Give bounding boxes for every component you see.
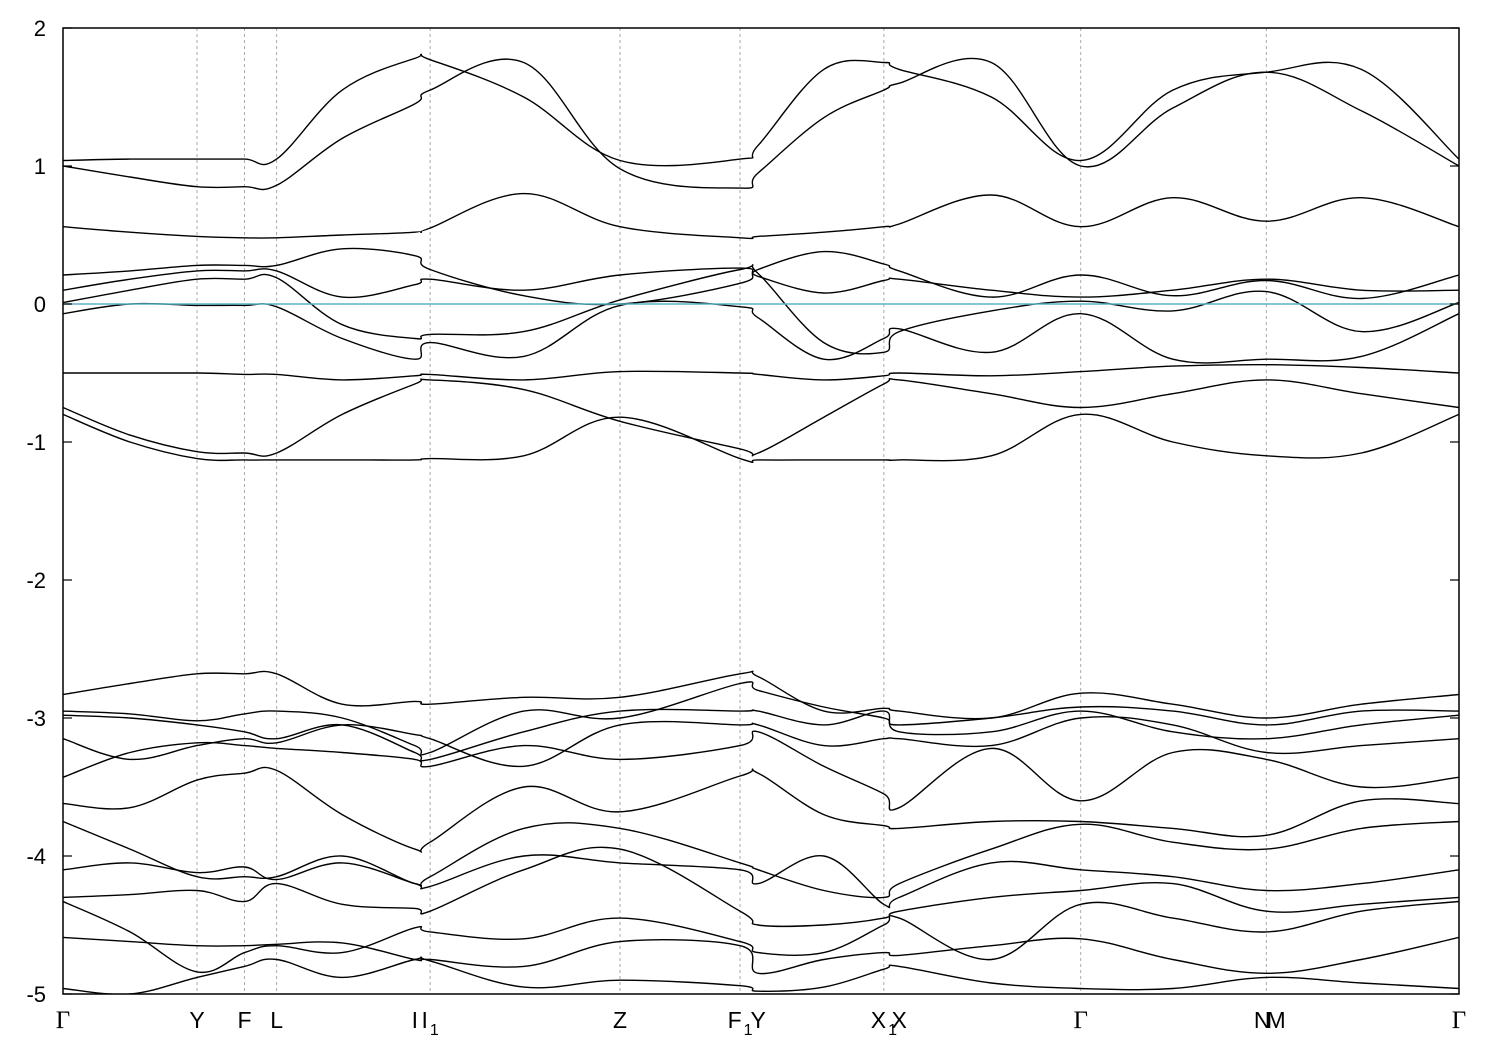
y-tick-label-1: 1	[34, 154, 46, 179]
k-point-label-3: L	[270, 1007, 283, 1033]
band-line-18	[63, 854, 1459, 909]
k-point-labels: Γ Y F L I I 1 Z F 1Y X 1X Γ NM Γ	[56, 1007, 1466, 1039]
band-line-16	[63, 766, 1459, 853]
k-point-label-6: Z	[613, 1007, 627, 1033]
band-line-17	[63, 820, 1459, 899]
band-line-3	[63, 192, 1459, 240]
y-tick-label-7: -5	[26, 982, 46, 1007]
plot-frame	[62, 27, 1460, 995]
band-line-9	[63, 377, 1459, 457]
band-line-22	[63, 956, 1459, 994]
band-line-6	[63, 264, 1459, 355]
band-line-7	[63, 300, 1459, 364]
k-point-label-2: F	[237, 1007, 251, 1033]
k-point-label-4: I	[412, 1007, 418, 1033]
y-axis-ticks: 2 1 0 -1 -2 -3 -4 -5	[26, 16, 1459, 1007]
band-line-4	[63, 247, 1459, 306]
k-point-label-13: M	[1267, 1007, 1286, 1033]
k-point-label-1: Y	[189, 1007, 204, 1033]
band-line-20	[63, 900, 1459, 974]
band-line-14	[63, 715, 1459, 768]
k-point-label-10: X	[892, 1007, 907, 1033]
band-line-15	[63, 730, 1459, 811]
band-line-11	[63, 670, 1459, 720]
band-line-12	[63, 681, 1459, 756]
energy-bands	[63, 53, 1459, 994]
band-line-1	[63, 53, 1459, 167]
band-line-10	[63, 413, 1459, 464]
band-line-21	[63, 936, 1459, 975]
band-line-2	[63, 57, 1459, 191]
high-symmetry-lines	[196, 28, 1267, 994]
y-tick-label-3: -1	[26, 430, 46, 455]
k-point-label-11: Γ	[1073, 1007, 1087, 1034]
band-line-13	[63, 708, 1459, 762]
k-point-label-8: Y	[751, 1007, 766, 1033]
y-tick-label-4: -2	[26, 568, 46, 593]
band-line-5	[63, 267, 1459, 299]
y-tick-label-2: 0	[34, 292, 46, 317]
band-line-19	[63, 846, 1459, 928]
y-tick-label-5: -3	[26, 706, 46, 731]
y-tick-label-0: 2	[34, 16, 46, 41]
k-point-label-12: N	[1254, 1007, 1271, 1033]
y-tick-label-6: -4	[26, 844, 46, 869]
band-line-8	[63, 363, 1459, 381]
k-point-label-14: Γ	[1452, 1007, 1466, 1034]
k-point-label-0: Γ	[56, 1007, 70, 1034]
